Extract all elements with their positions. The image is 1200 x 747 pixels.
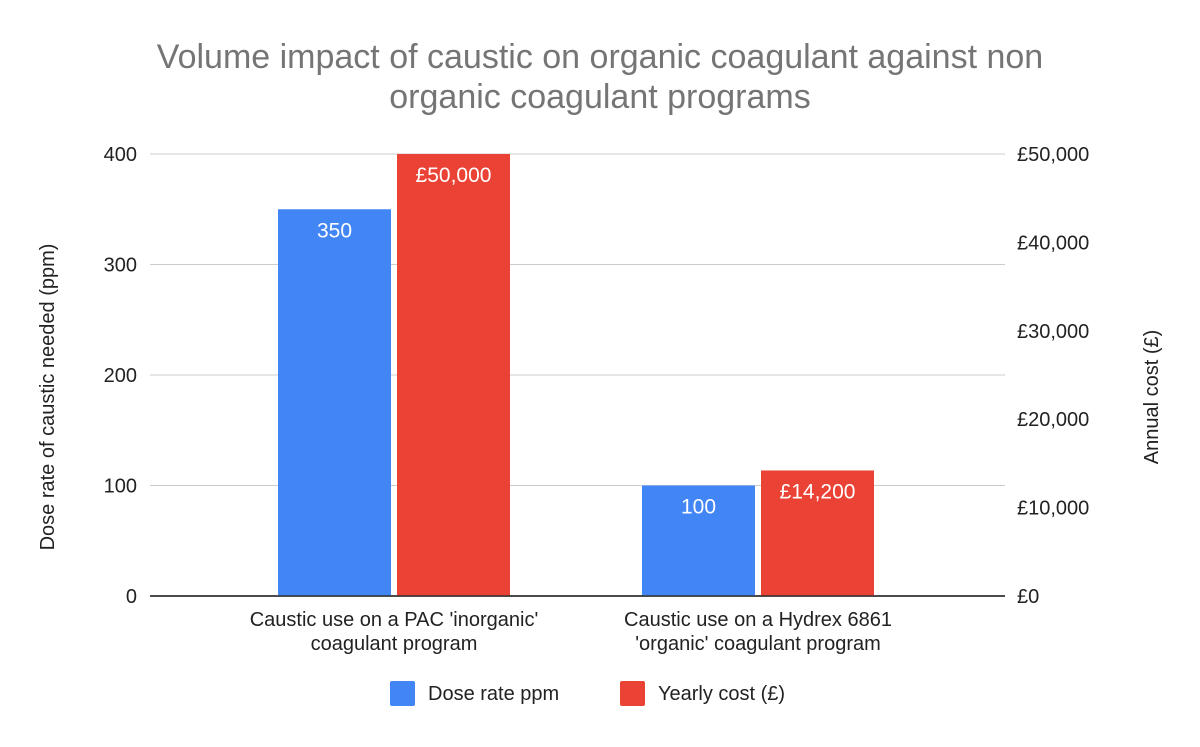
- y-tick-left: 0: [126, 586, 137, 608]
- bar: [761, 470, 874, 596]
- data-label: 350: [317, 219, 352, 242]
- x-tick-label: 'organic' coagulant program: [635, 633, 881, 655]
- y-tick-left: 300: [104, 255, 137, 277]
- data-label: £14,200: [780, 480, 856, 503]
- y-axis-title-right: Annual cost (£): [1141, 330, 1163, 465]
- y-tick-right: £0: [1017, 586, 1039, 608]
- legend-swatch: [620, 681, 645, 706]
- chart-title: organic coagulant programs: [389, 78, 810, 116]
- legend-label: Yearly cost (£): [658, 683, 785, 705]
- bar: [397, 154, 510, 596]
- x-tick-label: coagulant program: [311, 633, 478, 655]
- legend-swatch: [390, 681, 415, 706]
- y-axis-title-left: Dose rate of caustic needed (ppm): [37, 244, 59, 551]
- legend-label: Dose rate ppm: [428, 683, 559, 705]
- y-tick-left: 200: [104, 365, 137, 387]
- y-tick-right: £50,000: [1017, 144, 1089, 166]
- chart-title: Volume impact of caustic on organic coag…: [157, 38, 1043, 76]
- y-tick-left: 100: [104, 476, 137, 498]
- x-tick-label: Caustic use on a PAC 'inorganic': [250, 609, 539, 631]
- data-label: £50,000: [416, 164, 492, 187]
- y-tick-right: £20,000: [1017, 409, 1089, 431]
- data-label: 100: [681, 496, 716, 519]
- bar: [642, 485, 755, 596]
- y-tick-right: £30,000: [1017, 321, 1089, 343]
- bar: [278, 209, 391, 596]
- x-tick-label: Caustic use on a Hydrex 6861: [624, 609, 892, 631]
- y-tick-left: 400: [104, 144, 137, 166]
- y-tick-right: £40,000: [1017, 232, 1089, 254]
- y-tick-right: £10,000: [1017, 498, 1089, 520]
